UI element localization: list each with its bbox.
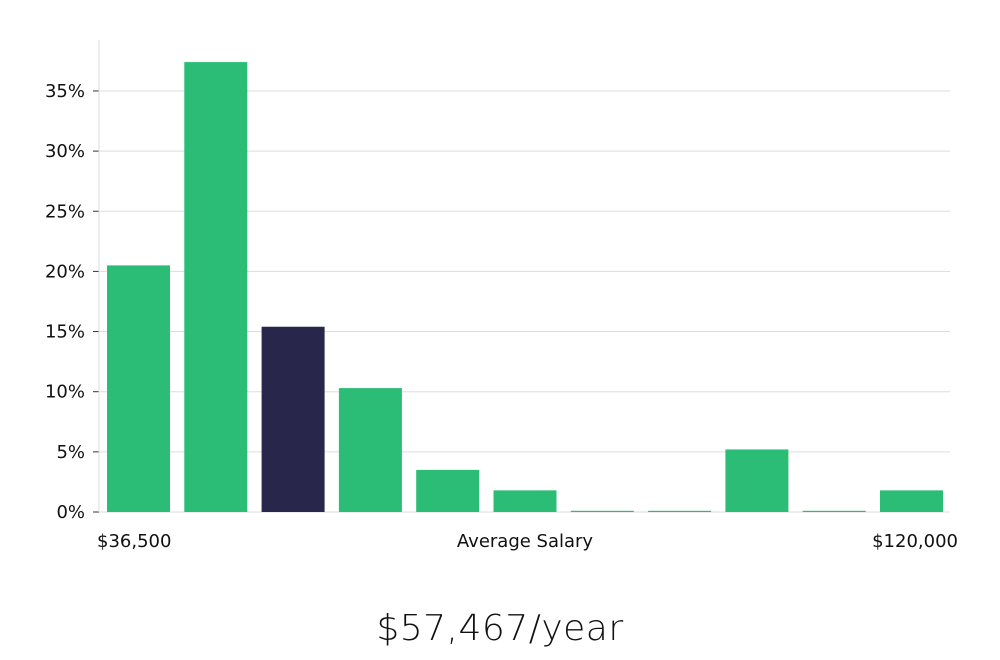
salary-histogram: 0% 5% 10% 15% 20% 25% 30% 35% $36,500 Average S…	[45, 40, 958, 552]
salary-bar	[880, 490, 943, 512]
x-axis-min-label: $36,500	[97, 531, 171, 552]
y-tick-label: 35%	[45, 81, 85, 102]
x-axis-max-label: $120,000	[872, 531, 958, 552]
y-tick-label: 10%	[45, 382, 85, 403]
highlighted-salary-bar	[261, 326, 325, 512]
y-tick-label: 15%	[45, 322, 85, 343]
y-tick-label: 25%	[45, 201, 85, 222]
salary-bar	[802, 510, 866, 512]
bars	[107, 62, 943, 512]
salary-bar	[107, 265, 170, 512]
salary-bar	[725, 449, 789, 512]
salary-bar	[338, 388, 402, 512]
x-axis-title: Average Salary	[457, 531, 594, 552]
y-tick-label: 5%	[56, 442, 85, 463]
salary-bar	[493, 490, 557, 512]
salary-bar	[570, 510, 634, 512]
salary-bar	[416, 469, 480, 512]
salary-bar	[184, 62, 248, 512]
y-tick-label: 0%	[56, 502, 85, 523]
y-tick-label: 20%	[45, 261, 85, 282]
y-axis-ticks: 0% 5% 10% 15% 20% 25% 30% 35%	[45, 81, 99, 523]
y-tick-label: 30%	[45, 141, 85, 162]
average-salary-readout: $57,467/year	[376, 608, 624, 649]
salary-bar	[648, 510, 712, 512]
